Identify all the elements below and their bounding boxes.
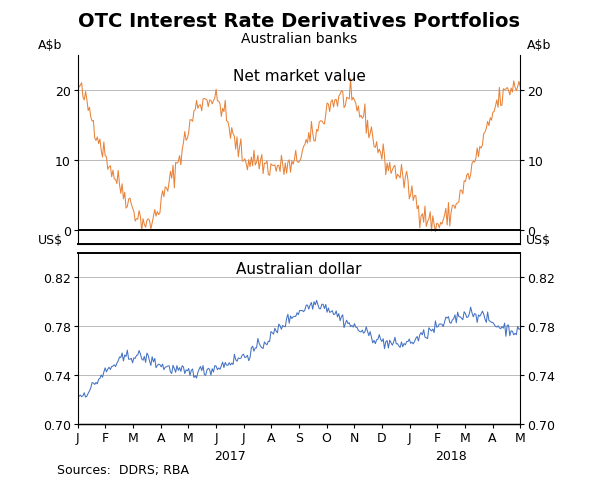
Text: Net market value: Net market value (233, 69, 365, 84)
Text: OTC Interest Rate Derivatives Portfolios: OTC Interest Rate Derivatives Portfolios (78, 12, 520, 31)
Text: Sources:  DDRS; RBA: Sources: DDRS; RBA (57, 463, 189, 476)
Text: A$b: A$b (38, 40, 62, 52)
Text: US$: US$ (526, 234, 551, 246)
Text: US$: US$ (38, 234, 63, 246)
Text: Australian banks: Australian banks (241, 32, 357, 46)
Text: 2017: 2017 (214, 449, 246, 462)
Text: 2018: 2018 (435, 449, 467, 462)
Text: A$b: A$b (527, 40, 551, 52)
Text: Australian dollar: Australian dollar (236, 262, 362, 277)
